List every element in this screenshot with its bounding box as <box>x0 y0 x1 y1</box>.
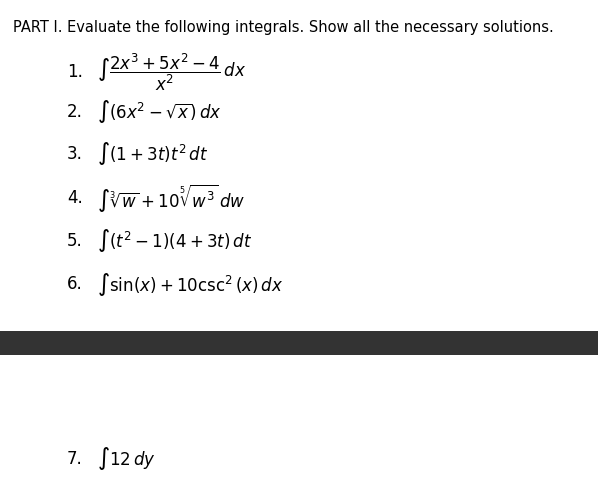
Text: 4.: 4. <box>67 189 83 207</box>
Text: 7.: 7. <box>67 450 83 468</box>
Text: $\int \dfrac{2x^3+5x^2-4}{x^2}\,dx$: $\int \dfrac{2x^3+5x^2-4}{x^2}\,dx$ <box>97 51 246 93</box>
Bar <box>0 331 598 355</box>
Text: $\int (1 + 3t)t^2\,dt$: $\int (1 + 3t)t^2\,dt$ <box>97 140 208 167</box>
Text: $\int (6x^2 - \sqrt{x})\,dx$: $\int (6x^2 - \sqrt{x})\,dx$ <box>97 98 221 125</box>
Text: 1.: 1. <box>66 63 83 81</box>
Text: $\int (t^2 - 1)(4 + 3t)\,dt$: $\int (t^2 - 1)(4 + 3t)\,dt$ <box>97 227 252 254</box>
Text: PART I. Evaluate the following integrals. Show all the necessary solutions.: PART I. Evaluate the following integrals… <box>13 20 554 35</box>
Text: $\int \sqrt[3]{w} + 10\sqrt[5]{w^3}\,dw$: $\int \sqrt[3]{w} + 10\sqrt[5]{w^3}\,dw$ <box>97 183 245 214</box>
Text: 3.: 3. <box>66 145 83 163</box>
Text: $\int \sin(x) + 10\csc^2(x)\,dx$: $\int \sin(x) + 10\csc^2(x)\,dx$ <box>97 271 283 298</box>
Text: 6.: 6. <box>67 275 83 293</box>
Text: 5.: 5. <box>67 232 83 249</box>
Text: 2.: 2. <box>66 103 83 121</box>
Text: $\int 12\,dy$: $\int 12\,dy$ <box>97 445 155 472</box>
